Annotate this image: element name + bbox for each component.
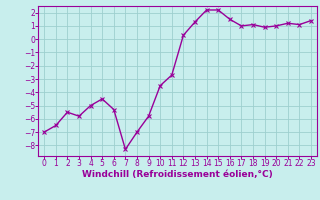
X-axis label: Windchill (Refroidissement éolien,°C): Windchill (Refroidissement éolien,°C) <box>82 170 273 179</box>
